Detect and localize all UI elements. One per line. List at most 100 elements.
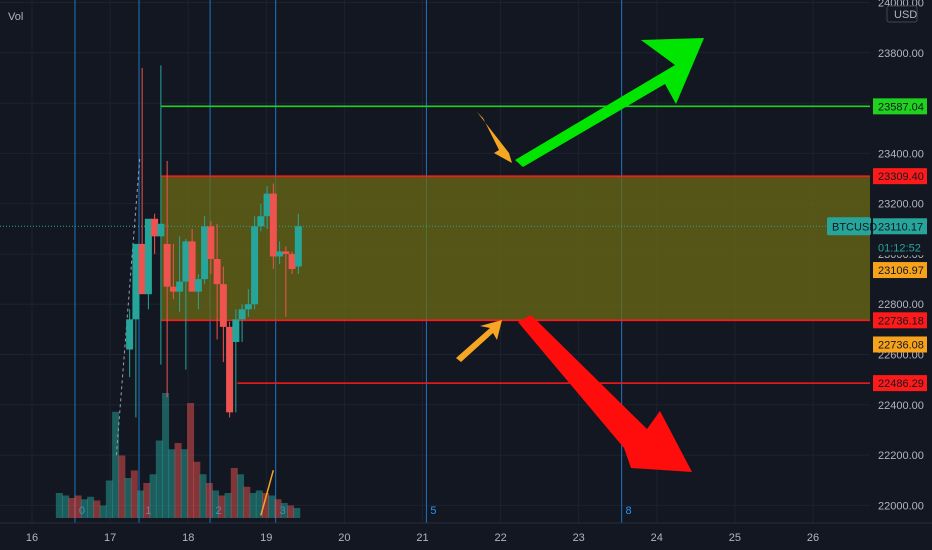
candle-body <box>207 226 215 259</box>
volume-bar <box>155 440 163 518</box>
candle-body <box>132 243 140 320</box>
candle[interactable] <box>176 236 184 312</box>
volume-bar <box>162 393 170 518</box>
candle[interactable] <box>294 213 302 275</box>
currency-box[interactable] <box>886 5 918 23</box>
level-price-badge-text: 22736.18 <box>878 315 924 327</box>
candle[interactable] <box>151 213 159 254</box>
candle-body <box>269 193 277 257</box>
volume-bar <box>124 478 132 518</box>
level-price-badge <box>873 168 927 185</box>
time-axis[interactable] <box>0 523 932 550</box>
volume-bar <box>212 490 220 518</box>
volume-bar <box>168 449 176 518</box>
current-price-badge-text: 23110.17 <box>878 221 923 233</box>
candle[interactable] <box>194 274 202 310</box>
candle[interactable] <box>182 238 190 370</box>
volume-bar <box>274 499 282 518</box>
volume-bar <box>93 500 101 518</box>
candle[interactable] <box>226 321 234 418</box>
volume-bar <box>199 474 207 518</box>
candle-body <box>182 241 190 282</box>
volume-bar <box>68 498 76 518</box>
volume-bar <box>293 508 301 518</box>
candle[interactable] <box>232 309 240 413</box>
trend-line-orange[interactable] <box>260 469 275 516</box>
candle[interactable] <box>157 65 165 365</box>
candle-body <box>176 281 184 292</box>
volume-bar <box>218 495 226 518</box>
candle-body <box>282 251 290 254</box>
candle[interactable] <box>257 203 265 232</box>
volume-bar <box>193 461 201 518</box>
current-price-badge <box>873 218 927 235</box>
candle[interactable] <box>132 243 140 418</box>
symbol-badge[interactable] <box>827 217 871 236</box>
arrow-down-icon <box>518 315 692 472</box>
candle[interactable] <box>219 266 227 363</box>
volume-bar <box>180 449 188 518</box>
x-tick-label: 19 <box>260 532 272 544</box>
x-tick-label: 21 <box>416 532 428 544</box>
trend-line-dashed[interactable] <box>115 158 141 456</box>
level-price-badge <box>873 312 927 329</box>
candle[interactable] <box>144 218 152 310</box>
volume-bar <box>143 483 151 518</box>
volume-bar <box>243 486 251 518</box>
level-price-badge <box>873 375 927 392</box>
candle-body <box>219 284 227 327</box>
candle[interactable] <box>288 251 296 275</box>
candle[interactable] <box>207 221 215 275</box>
candle-body <box>244 304 252 310</box>
candle-body <box>232 319 240 342</box>
volume-bar <box>255 490 263 518</box>
x-tick-label: 26 <box>807 532 819 544</box>
price-badge <box>873 336 927 353</box>
candle-body <box>276 251 284 257</box>
candle[interactable] <box>188 228 196 292</box>
y-tick-label: 22600.00 <box>878 350 924 362</box>
volume-bar <box>137 490 145 518</box>
candle-body <box>238 309 246 320</box>
candle[interactable] <box>238 304 246 342</box>
volume-bar <box>55 493 63 518</box>
candle[interactable] <box>126 309 134 378</box>
arrow-small-top-icon <box>477 112 512 163</box>
candle[interactable] <box>201 216 209 285</box>
candle[interactable] <box>282 246 290 317</box>
candle[interactable] <box>269 183 277 270</box>
volume-bar <box>237 474 245 518</box>
candle-body <box>213 258 221 285</box>
y-tick-label: 22400.00 <box>878 400 924 412</box>
candle[interactable] <box>213 223 221 340</box>
x-tick-label: 17 <box>104 532 116 544</box>
candle[interactable] <box>244 289 252 317</box>
y-tick-label: 23200.00 <box>878 199 924 211</box>
volume-bar <box>224 493 232 518</box>
candle[interactable] <box>276 241 284 265</box>
level-price-badge-text: 23309.40 <box>878 171 924 183</box>
volume-bar <box>118 455 126 518</box>
arrow-up-icon <box>515 38 704 167</box>
candle-body <box>151 218 159 237</box>
y-tick-label: 22000.00 <box>878 500 924 512</box>
volume-bar <box>174 443 182 518</box>
level-price-badge-text: 23587.04 <box>878 101 924 113</box>
volume-bar <box>74 495 82 518</box>
y-tick-label: 22200.00 <box>878 450 924 462</box>
range-zone[interactable] <box>160 176 871 321</box>
volume-bar <box>130 470 138 518</box>
candle[interactable] <box>251 216 259 310</box>
candle[interactable] <box>169 243 177 300</box>
candle[interactable] <box>138 67 146 295</box>
volume-bar <box>249 493 257 518</box>
candle[interactable] <box>163 160 171 398</box>
candle-body <box>169 286 177 292</box>
price-badge-text: 22736.08 <box>878 339 924 351</box>
candle[interactable] <box>263 186 271 229</box>
volume-bar <box>230 468 238 518</box>
candle-body <box>294 226 302 267</box>
x-tick-label: 20 <box>338 532 350 544</box>
